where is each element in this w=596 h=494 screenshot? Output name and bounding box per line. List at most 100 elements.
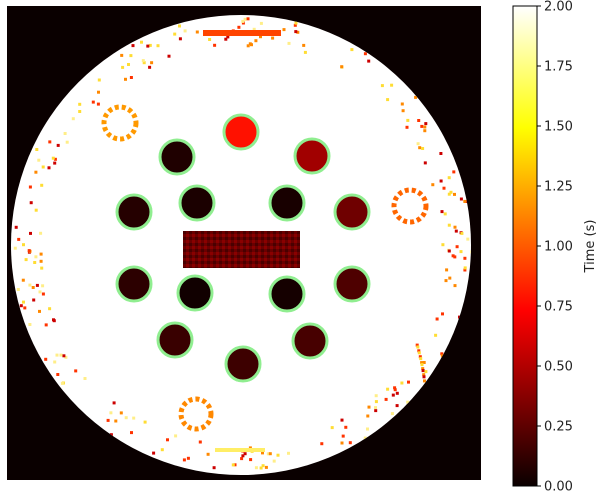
edge-speckle [22,243,25,247]
colorbar-tick-label: 1.00 [544,240,573,255]
edge-speckle [421,367,425,371]
edge-speckle [466,237,470,241]
edge-speckle [293,23,297,27]
vial-3 [333,193,371,231]
edge-speckle [34,170,38,174]
edge-speckle [454,229,458,233]
edge-speckle [195,30,199,34]
edge-speckle [272,459,276,463]
edge-speckle [421,147,425,150]
edge-speckle [453,284,457,288]
colorbar-tick-label: 1.50 [544,120,573,135]
edge-speckle [416,142,420,146]
edge-speckle [419,357,423,361]
edge-speckle [422,361,426,364]
edge-speckle [186,456,190,460]
edge-speckle [254,39,258,43]
edge-speckle [268,452,272,456]
edge-speckle [182,458,186,462]
edge-speckle [249,458,253,462]
edge-speckle [367,59,371,63]
edge-speckle [39,231,43,235]
edge-speckle [78,102,82,106]
edge-speckle [455,245,459,249]
colorbar-tick-label: 0.25 [544,420,573,435]
edge-speckle [248,446,252,450]
edge-speckle [150,61,154,65]
edge-speckle [363,52,367,56]
edge-speckle [350,48,354,52]
edge-speckle [35,283,39,287]
edge-speckle [178,37,182,41]
edge-speckle [447,223,451,227]
edge-speckle [148,43,152,47]
rectangle-insert [183,231,300,268]
edge-speckle [119,411,123,415]
edge-speckle [27,249,31,253]
edge-speckle [341,434,345,438]
edge-speckle [470,250,471,254]
edge-speckle [231,463,235,467]
vial-1 [222,113,260,151]
edge-speckle [127,63,130,66]
colorbar-tick-label: 0.50 [544,360,573,375]
edge-speckle [416,345,420,349]
colorbar-tick-label: 0.75 [544,300,573,315]
edge-speckle [31,286,35,289]
edge-speckle [266,452,270,456]
edge-speckle [156,44,160,48]
edge-speckle [146,44,150,48]
edge-speckle [243,17,247,21]
edge-speckle [421,369,425,373]
edge-speckle [287,41,291,45]
edge-speckle [445,268,449,272]
edge-speckle [261,451,264,455]
edge-speckle [121,65,125,69]
edge-speckle [17,237,21,241]
edge-speckle [303,50,307,54]
edge-speckle [35,148,39,151]
edge-speckle [213,43,217,47]
edge-speckle [447,176,451,180]
edge-speckle [74,369,78,373]
edge-speckle [252,27,256,31]
colorbar-ticks: 0.00 0.25 0.50 0.75 1.00 1.25 1.50 1.75 2.00 [537,0,573,494]
edge-speckle [34,255,38,259]
edge-speckle [380,84,384,88]
edge-speckle [393,388,397,392]
edge-speckle [224,37,228,41]
vial-5 [291,322,329,360]
edge-speckle [114,419,118,423]
edge-speckle [29,201,33,205]
edge-speckle [39,259,43,263]
edge-speckle [441,312,444,316]
edge-speckle [405,125,409,129]
edge-speckle [132,416,136,420]
edge-speckle [443,212,447,216]
edge-speckle [233,463,237,467]
edge-speckle [167,54,171,58]
edge-speckle [246,17,250,21]
edge-speckle [40,266,44,270]
edge-speckle [51,156,55,160]
colorbar-tick-label: 0.00 [544,480,573,494]
edge-speckle [344,425,348,429]
edge-speckle [56,143,60,147]
edge-speckle [431,183,435,187]
edge-speckle [174,434,178,438]
edge-speckle [44,357,48,361]
edge-speckle [424,370,428,374]
edge-speckle [24,258,28,262]
edge-speckle [420,361,424,365]
edge-speckle [41,165,45,169]
edge-speckle [386,98,390,102]
edge-speckle [287,451,290,455]
edge-speckle [160,448,164,452]
edge-speckle [173,32,177,36]
phantom-edge-speckles [13,17,471,470]
edge-speckle [241,454,245,458]
edge-speckle [38,290,42,294]
edge-speckle [140,40,143,44]
edge-speckle [248,42,252,46]
edge-speckle [406,118,410,122]
